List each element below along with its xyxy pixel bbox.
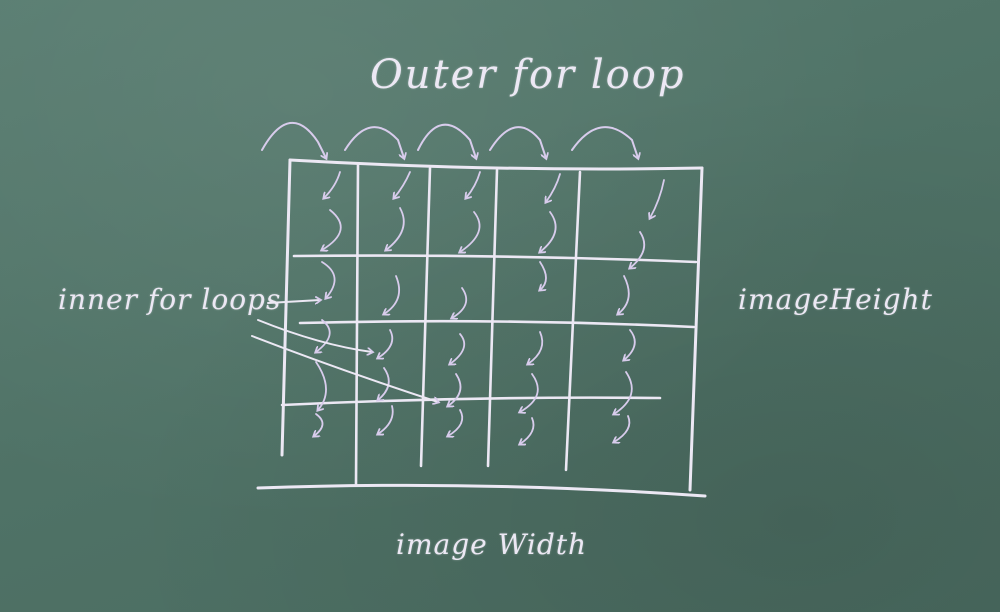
image-height-label: imageHeight [738, 283, 933, 316]
grid-left-edge [280, 158, 292, 457]
inner-loop-arrow [630, 231, 646, 268]
inner-loop-arrow [540, 261, 547, 290]
inner-loop-arrow [450, 333, 466, 364]
inner-loop-arrow [466, 171, 481, 198]
row-line [280, 396, 662, 407]
inner-loop-arrow [650, 179, 665, 218]
pointer-arrow [267, 300, 320, 303]
inner-loop-arrow [314, 413, 324, 436]
grid-top-edge [288, 158, 704, 171]
inner-loop-arrow [540, 211, 557, 252]
inner-loop-arrow [546, 173, 561, 202]
pointer-arrow [251, 335, 438, 402]
column-line [564, 170, 582, 472]
outer-loop-arrow [261, 122, 326, 158]
grid-column-lines [354, 163, 582, 486]
column-line [419, 166, 432, 468]
inner-loop-arrow [448, 409, 464, 436]
inner-loop-arrow [614, 415, 631, 442]
inner-loop-arrow [448, 373, 462, 406]
pointer-arrow [257, 319, 372, 352]
outer-loop-arrow [417, 123, 476, 158]
inner-loop-arrow [520, 373, 539, 412]
inner-loop-arrows [314, 171, 665, 444]
inner-loop-arrow [614, 371, 633, 414]
inner-loop-arrow [324, 171, 341, 198]
inner-loop-arrow [394, 171, 411, 198]
grid-border [256, 158, 707, 498]
inner-loop-arrow [528, 331, 544, 364]
outer-loop-arrow [344, 126, 404, 158]
inner-loop-arrow [386, 207, 405, 250]
row-line [292, 254, 698, 264]
grid-right-edge [688, 166, 704, 492]
outer-loop-arrow [489, 126, 546, 158]
image-width-label: image Width [396, 528, 588, 561]
inner-loop-arrow [322, 209, 342, 250]
column-line [354, 163, 360, 486]
inner-loop-arrow [460, 211, 481, 252]
grid-row-lines [280, 254, 698, 407]
outer-loop-arrows [261, 122, 638, 158]
inner-loop-arrow [378, 405, 394, 434]
inner-loop-arrow [321, 261, 336, 298]
inner-loop-arrow [452, 287, 468, 318]
outer-loop-title: Outer for loop [370, 52, 686, 98]
inner-loop-arrow [624, 329, 636, 360]
inner-loop-arrow [378, 329, 394, 358]
grid-bottom-edge [256, 483, 707, 498]
inner-loop-arrow [618, 275, 630, 314]
column-line [486, 168, 499, 468]
inner-loop-arrow [384, 275, 400, 314]
inner-loop-arrow [315, 361, 327, 410]
row-line [298, 319, 696, 329]
inner-loops-label: inner for loops [58, 283, 282, 316]
label-pointer-arrows [251, 300, 438, 402]
outer-loop-arrow [571, 126, 638, 158]
inner-loop-arrow [520, 417, 535, 444]
inner-loop-arrow [316, 319, 331, 352]
